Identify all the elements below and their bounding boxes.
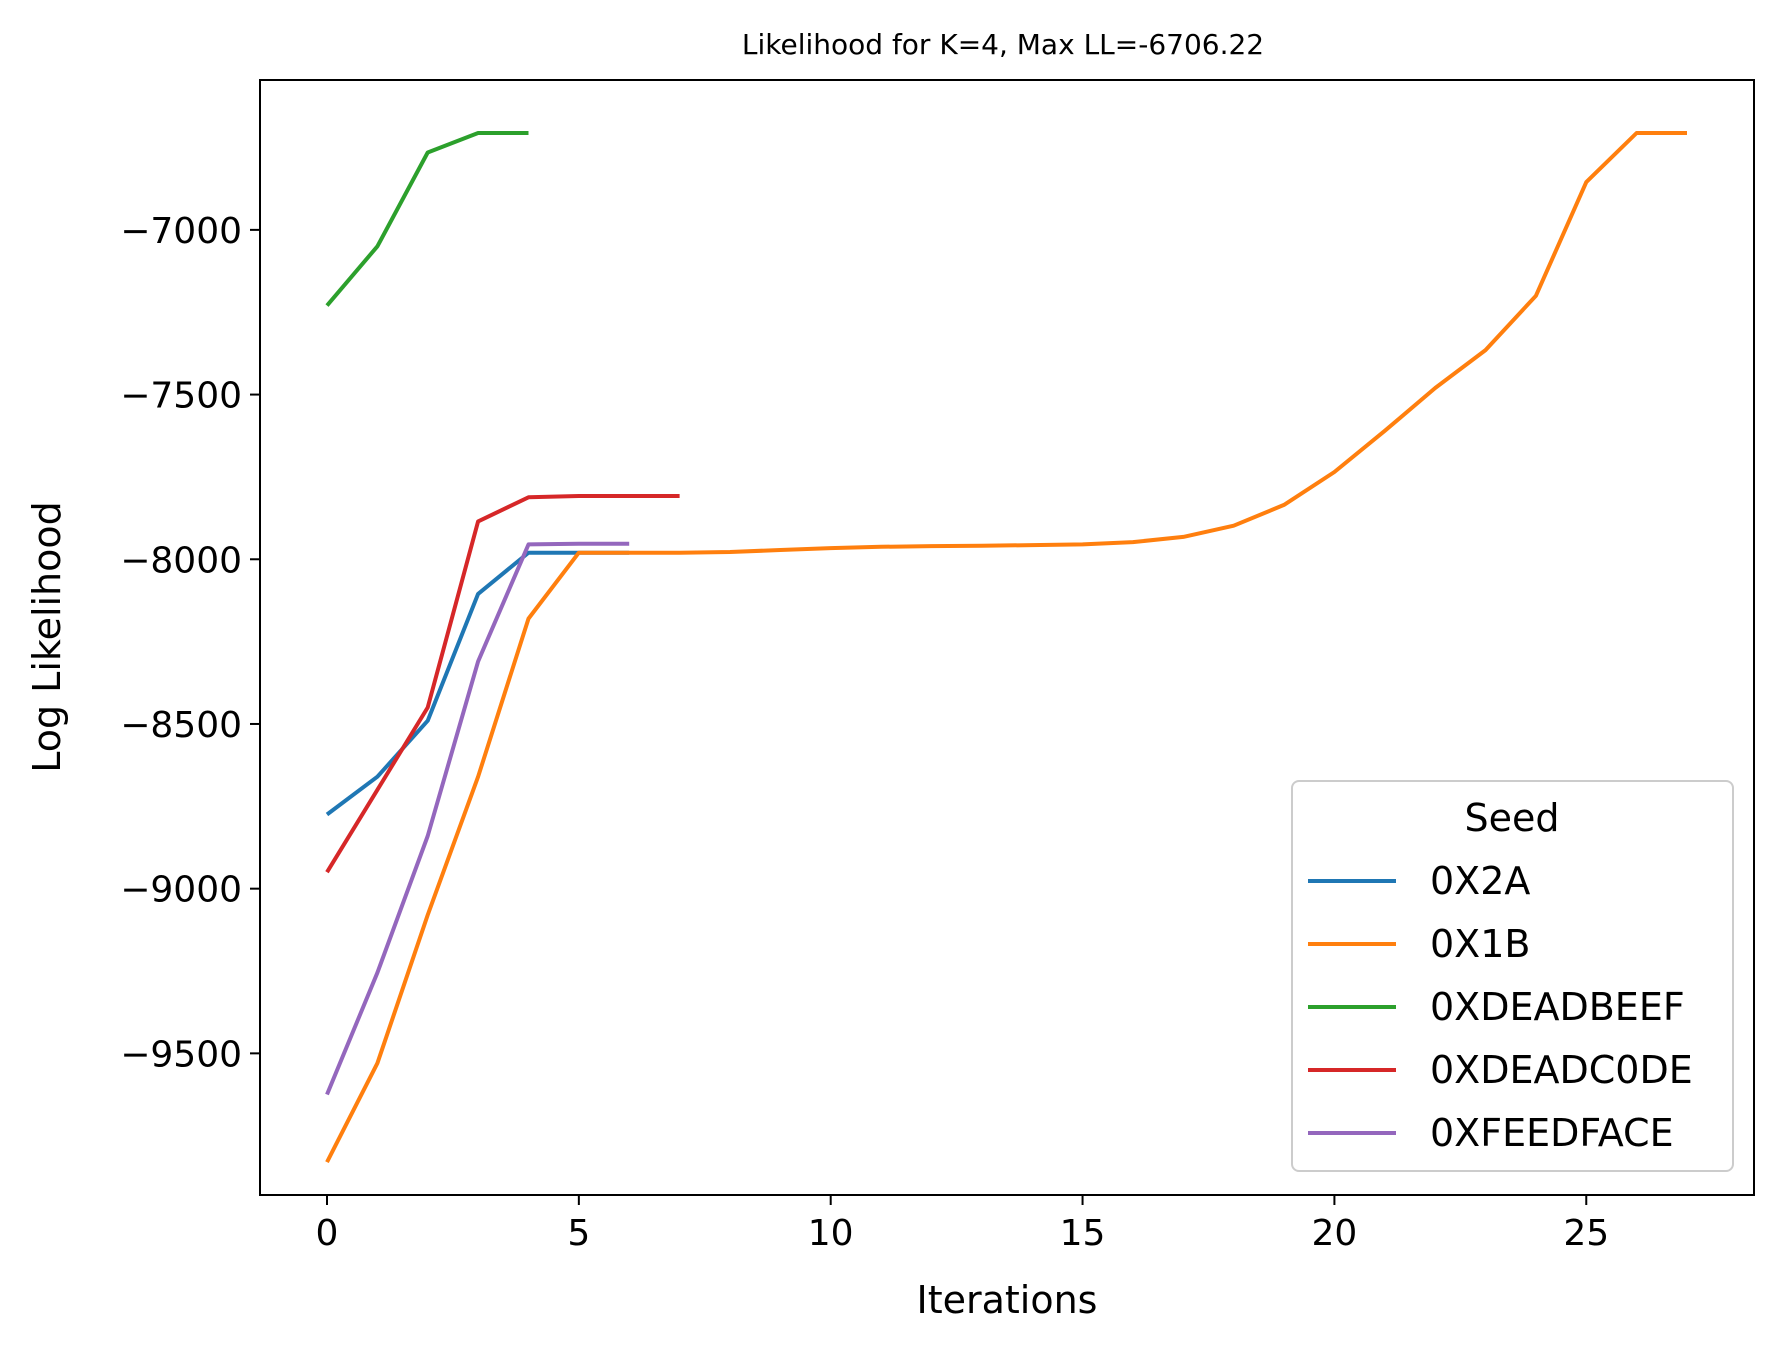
x-tick-label: 25 xyxy=(1563,1213,1609,1254)
x-axis: 0 5 10 15 20 25 xyxy=(316,1195,1609,1254)
chart-title: Likelihood for K=4, Max LL=-6706.22 xyxy=(742,28,1264,61)
x-tick-label: 20 xyxy=(1312,1213,1358,1254)
y-tick-label: −7000 xyxy=(120,211,242,252)
legend-label: 0X2A xyxy=(1430,859,1530,903)
x-tick-label: 10 xyxy=(808,1213,854,1254)
y-tick-label: −8500 xyxy=(120,705,242,746)
y-tick-label: −7500 xyxy=(120,376,242,417)
legend-entries: 0X2A 0X1B 0XDEADBEEF 0XDEADC0DE 0XFEEDFACE xyxy=(1308,859,1693,1155)
series-line-1 xyxy=(325,131,1687,1164)
legend-label: 0XFEEDFACE xyxy=(1430,1111,1674,1155)
series-line-2 xyxy=(325,131,529,307)
x-tick-label: 15 xyxy=(1060,1213,1106,1254)
y-tick-label: −9500 xyxy=(120,1034,242,1075)
x-axis-label: Iterations xyxy=(917,1278,1098,1322)
series-line-3 xyxy=(325,494,680,874)
legend: Seed 0X2A 0X1B 0XDEADBEEF 0XDEADC0DE 0XFEEDF… xyxy=(1291,780,1734,1172)
legend-label: 0X1B xyxy=(1430,922,1530,966)
legend-title: Seed xyxy=(1465,796,1560,840)
x-tick-label: 5 xyxy=(567,1213,590,1254)
y-axis-label: Log Likelihood xyxy=(25,501,69,773)
y-axis: −9500 −9000 −8500 −8000 −7500 −7000 xyxy=(120,211,260,1075)
y-tick-label: −8000 xyxy=(120,540,242,581)
x-tick-label: 0 xyxy=(316,1213,339,1254)
series-line-4 xyxy=(325,541,630,1096)
legend-box xyxy=(1291,780,1734,1172)
legend-label: 0XDEADBEEF xyxy=(1430,985,1685,1029)
plot-frame xyxy=(259,79,1755,1196)
y-tick-label: −9000 xyxy=(120,870,242,911)
legend-label: 0XDEADC0DE xyxy=(1430,1048,1693,1092)
series-layer xyxy=(325,131,1687,1164)
